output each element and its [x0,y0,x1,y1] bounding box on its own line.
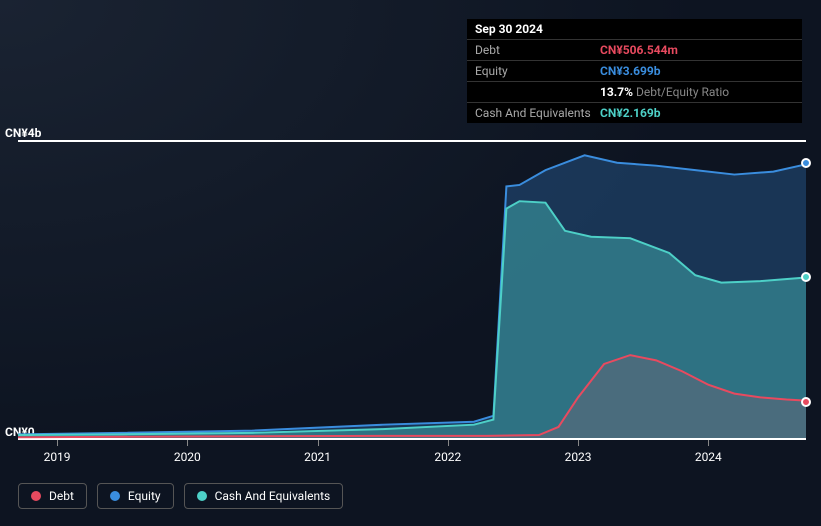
tooltip-cash-value: CN¥2.169b [600,106,794,120]
endpoint-cash [801,272,811,282]
x-tick [187,440,188,446]
legend: Debt Equity Cash And Equivalents [18,483,343,509]
legend-label-equity: Equity [128,489,161,503]
x-axis-label: 2021 [304,450,331,464]
tooltip-equity-value: CN¥3.699b [600,64,794,78]
tooltip-ratio-label: Debt/Equity Ratio [636,85,729,99]
endpoint-equity [801,158,811,168]
legend-item-debt[interactable]: Debt [18,483,87,509]
x-axis-label: 2024 [695,450,722,464]
tooltip-ratio-pct: 13.7% [600,85,633,99]
y-axis-max-label: CN¥4b [5,126,41,140]
legend-label-cash: Cash And Equivalents [215,489,331,503]
x-tick [708,440,709,446]
x-tick [57,440,58,446]
tooltip-equity-label: Equity [475,64,600,78]
legend-swatch-equity [110,491,120,501]
endpoint-debt [801,397,811,407]
x-axis-label: 2019 [44,450,71,464]
tooltip-panel: Sep 30 2024 Debt CN¥506.544m Equity CN¥3… [467,19,802,123]
chart-svg [18,142,806,438]
tooltip-ratio-spacer [475,85,600,99]
x-axis-labels: 2019 2020 2021 2022 2023 2024 [18,450,806,470]
tooltip-cash-label: Cash And Equivalents [475,106,600,120]
x-axis-label: 2020 [174,450,201,464]
x-axis-label: 2022 [434,450,461,464]
legend-label-debt: Debt [49,489,74,503]
tooltip-debt-label: Debt [475,43,600,57]
x-axis-label: 2023 [565,450,592,464]
legend-item-cash[interactable]: Cash And Equivalents [184,483,344,509]
x-tick [318,440,319,446]
x-tick [578,440,579,446]
tooltip-debt-value: CN¥506.544m [600,43,794,57]
tooltip-ratio: 13.7% Debt/Equity Ratio [600,85,794,99]
tooltip-date: Sep 30 2024 [475,22,543,36]
legend-swatch-cash [197,491,207,501]
chart-plot[interactable] [18,140,806,440]
legend-swatch-debt [31,491,41,501]
legend-item-equity[interactable]: Equity [97,483,174,509]
x-tick [448,440,449,446]
